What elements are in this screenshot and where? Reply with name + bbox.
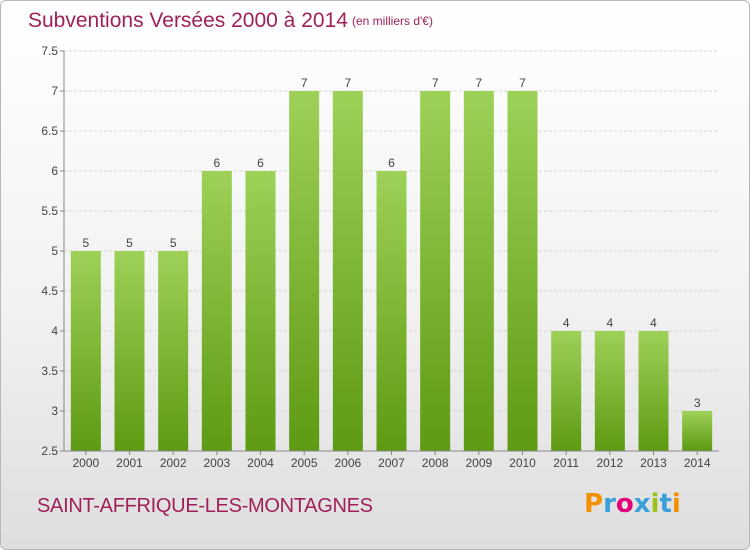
y-tick-label: 5.5 xyxy=(41,204,58,218)
logo-letter: o xyxy=(615,489,634,519)
y-tick-label: 5 xyxy=(51,244,58,258)
y-tick-label: 4 xyxy=(51,324,58,338)
logo-letter: i xyxy=(650,489,660,519)
x-tick-label-2009: 2009 xyxy=(465,456,492,470)
bar-2014 xyxy=(682,411,713,451)
bar-2013 xyxy=(638,331,669,451)
proxiti-logo: Proxiti xyxy=(584,489,681,519)
x-tick-label-2012: 2012 xyxy=(596,456,623,470)
bars xyxy=(70,91,713,451)
data-label-2002: 5 xyxy=(170,236,177,250)
x-tick-label-2013: 2013 xyxy=(640,456,667,470)
logo-letter: t xyxy=(659,489,672,519)
chart-subtitle: (en milliers d'€) xyxy=(352,14,433,28)
data-label-2009: 7 xyxy=(475,76,482,90)
bar-2000 xyxy=(70,251,101,451)
bar-2002 xyxy=(158,251,189,451)
x-tick-label-2010: 2010 xyxy=(509,456,536,470)
bar-2008 xyxy=(420,91,451,451)
y-tick-label: 3 xyxy=(51,404,58,418)
data-label-2014: 3 xyxy=(694,396,701,410)
bar-2012 xyxy=(594,331,625,451)
bar-2004 xyxy=(245,171,276,451)
data-label-2000: 5 xyxy=(82,236,89,250)
data-label-2003: 6 xyxy=(213,156,220,170)
bar-2003 xyxy=(201,171,232,451)
data-label-2010: 7 xyxy=(519,76,526,90)
bar-2006 xyxy=(332,91,363,451)
logo-letter: x xyxy=(633,489,651,519)
y-tick-label: 7 xyxy=(51,84,58,98)
bar-2001 xyxy=(114,251,145,451)
y-tick-label: 3.5 xyxy=(41,364,58,378)
y-tick-label: 6.5 xyxy=(41,124,58,138)
data-label-2011: 4 xyxy=(563,316,570,330)
data-label-2004: 6 xyxy=(257,156,264,170)
x-tick-label-2001: 2001 xyxy=(116,456,143,470)
bar-2005 xyxy=(289,91,320,451)
data-label-2008: 7 xyxy=(432,76,439,90)
x-tick-label-2007: 2007 xyxy=(378,456,405,470)
data-label-2001: 5 xyxy=(126,236,133,250)
chart-title: Subventions Versées 2000 à 2014 xyxy=(28,9,348,32)
x-tick-label-2014: 2014 xyxy=(684,456,711,470)
x-tick-label-2000: 2000 xyxy=(72,456,99,470)
x-tick-label-2004: 2004 xyxy=(247,456,274,470)
logo-letter: i xyxy=(671,489,681,519)
x-tick-label-2003: 2003 xyxy=(203,456,230,470)
x-tick-label-2011: 2011 xyxy=(553,456,579,470)
bar-2007 xyxy=(376,171,407,451)
y-tick-label: 6 xyxy=(51,164,58,178)
bar-2011 xyxy=(551,331,582,451)
x-tick-label-2005: 2005 xyxy=(291,456,318,470)
data-label-2005: 7 xyxy=(301,76,308,90)
x-tick-label-2002: 2002 xyxy=(160,456,187,470)
data-label-2012: 4 xyxy=(606,316,613,330)
data-label-2006: 7 xyxy=(344,76,351,90)
bar-2010 xyxy=(507,91,538,451)
logo-letter: r xyxy=(603,489,616,519)
data-labels: 5 5 5 6 6 7 7 6 7 7 7 4 4 4 3 xyxy=(82,76,700,410)
y-tick-label: 2.5 xyxy=(41,444,58,458)
y-tick-label: 7.5 xyxy=(41,44,58,58)
y-tick-label: 4.5 xyxy=(41,284,58,298)
place-name: SAINT-AFFRIQUE-LES-MONTAGNES xyxy=(37,495,373,517)
bar-2009 xyxy=(463,91,494,451)
data-label-2013: 4 xyxy=(650,316,657,330)
axes: 2.5 3 3.5 4 4.5 5 5.5 6 6.5 7 7.5 2000 2001 2002 2003 2… xyxy=(41,44,719,470)
data-label-2007: 6 xyxy=(388,156,395,170)
x-tick-label-2006: 2006 xyxy=(334,456,361,470)
logo-letter: P xyxy=(584,489,604,519)
x-tick-label-2008: 2008 xyxy=(422,456,449,470)
